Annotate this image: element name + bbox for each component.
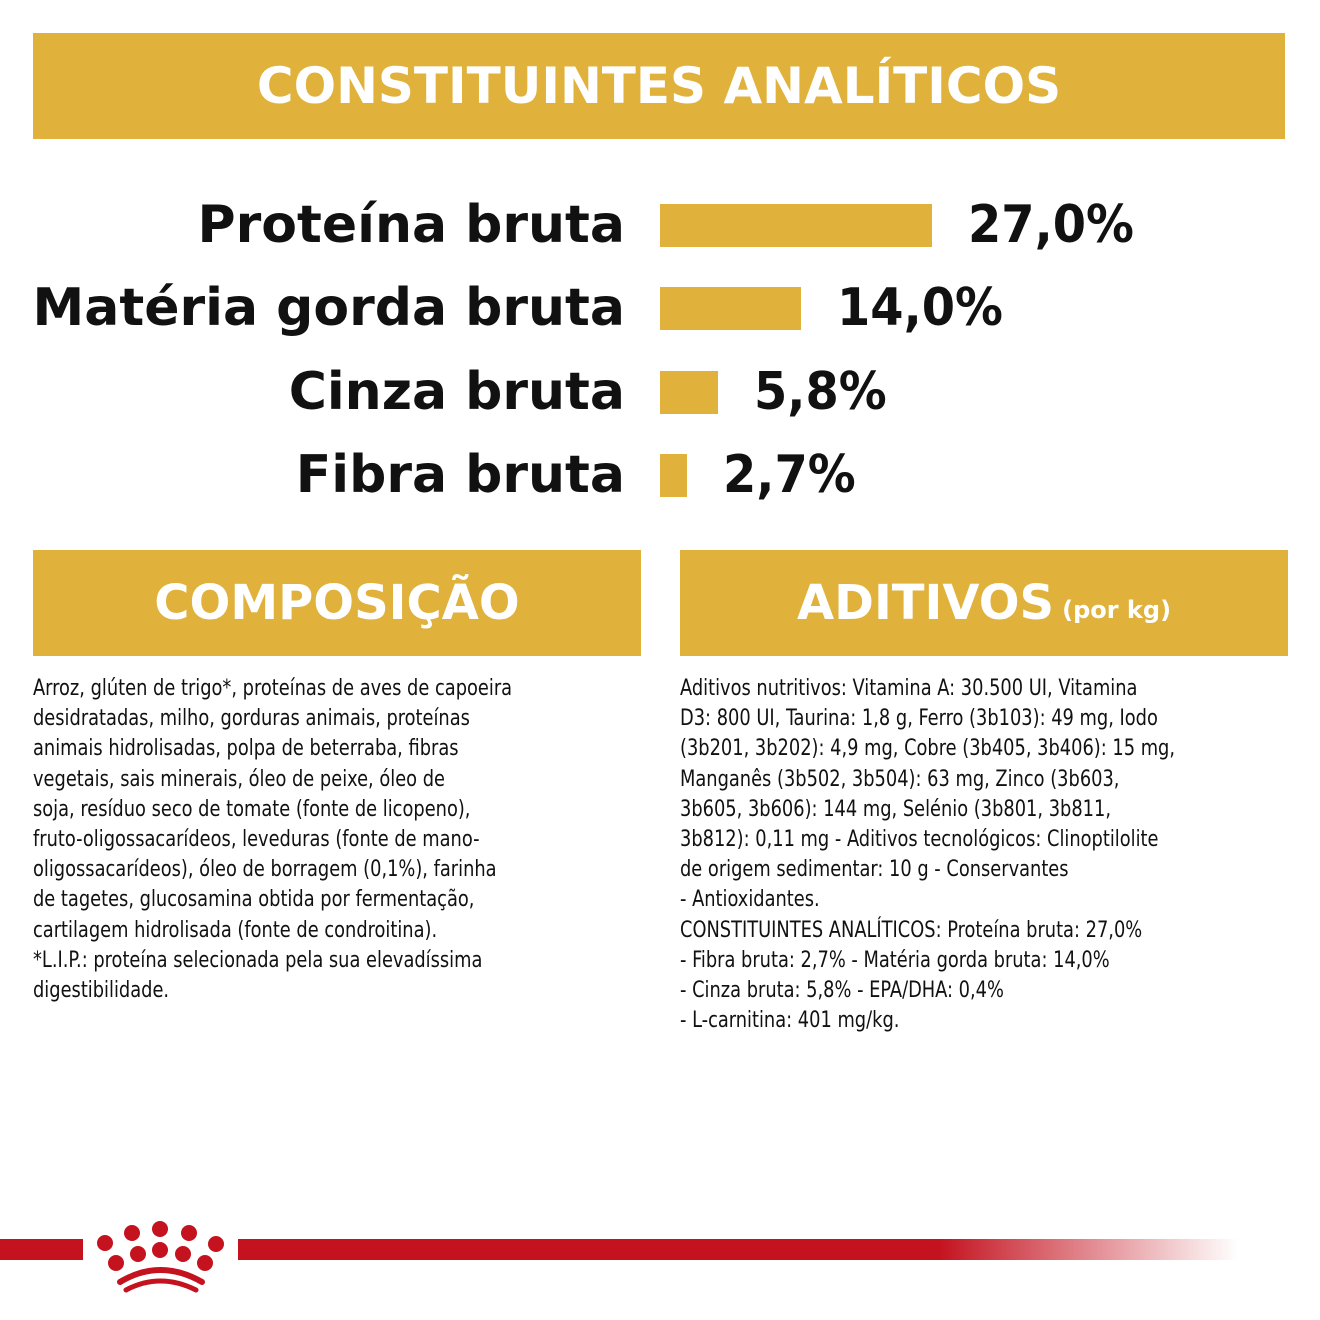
text-line: (3b201, 3b202): 4,9 mg, Cobre (3b405, 3b… bbox=[680, 736, 1176, 762]
text-line: D3: 800 UI, Taurina: 1,8 g, Ferro (3b103… bbox=[680, 706, 1158, 732]
text-line: de tagetes, glucosamina obtida por ferme… bbox=[33, 887, 475, 913]
text-line: CONSTITUINTES ANALÍTICOS: Proteína bruta… bbox=[680, 917, 1143, 943]
chart-row: Matéria gorda bruta 14,0% bbox=[0, 278, 1320, 338]
composition-header: COMPOSIÇÃO bbox=[33, 550, 641, 656]
text-line: de origem sedimentar: 10 g - Conservante… bbox=[680, 857, 1069, 883]
category-label: Cinza bruta bbox=[288, 362, 625, 422]
additives-subtitle: (por kg) bbox=[1062, 596, 1172, 624]
category-label: Proteína bruta bbox=[197, 195, 625, 255]
chart-row: Fibra bruta 2,7% bbox=[0, 445, 1320, 505]
text-line: 3b812): 0,11 mg - Aditivos tecnológicos:… bbox=[680, 827, 1159, 853]
text-line: fruto-oligossacarídeos, leveduras (fonte… bbox=[33, 827, 480, 853]
category-label: Fibra bruta bbox=[295, 445, 625, 505]
additives-title: ADITIVOS bbox=[796, 575, 1055, 631]
text-line: desidratadas, milho, gorduras animais, p… bbox=[33, 706, 470, 732]
value-label: 14,0% bbox=[836, 278, 1003, 338]
chart-row: Proteína bruta 27,0% bbox=[0, 195, 1320, 255]
header-title: CONSTITUINTES ANALÍTICOS bbox=[256, 57, 1062, 115]
value-label: 2,7% bbox=[723, 445, 856, 505]
bar bbox=[660, 204, 932, 247]
text-line: animais hidrolisadas, polpa de beterraba… bbox=[33, 736, 459, 762]
text-line: oligossacarídeos), óleo de borragem (0,1… bbox=[33, 857, 497, 883]
additives-text: Aditivos nutritivos: Vitamina A: 30.500 … bbox=[680, 674, 1175, 1036]
additives-header: ADITIVOS (por kg) bbox=[680, 550, 1288, 656]
text-line: Aditivos nutritivos: Vitamina A: 30.500 … bbox=[680, 676, 1138, 701]
value-label: 27,0% bbox=[967, 195, 1134, 255]
text-line: digestibilidade. bbox=[33, 978, 170, 1004]
text-line: - L-carnitina: 401 mg/kg. bbox=[680, 1008, 900, 1034]
royal-canin-logo-icon bbox=[0, 1221, 1238, 1293]
composition-text: Arroz, glúten de trigo*, proteínas de av… bbox=[33, 674, 512, 1006]
text-line: soja, resíduo seco de tomate (fonte de l… bbox=[33, 796, 471, 822]
text-line: Arroz, glúten de trigo*, proteínas de av… bbox=[33, 676, 513, 701]
value-label: 5,8% bbox=[754, 362, 888, 422]
composition-title: COMPOSIÇÃO bbox=[154, 575, 520, 631]
text-line: Manganês (3b502, 3b504): 63 mg, Zinco (3… bbox=[680, 766, 1120, 792]
text-line: *L.I.P.: proteína selecionada pela sua e… bbox=[33, 947, 483, 973]
text-line: 3b605, 3b606): 144 mg, Selénio (3b801, 3… bbox=[680, 796, 1112, 822]
text-line: - Fibra bruta: 2,7% - Matéria gorda brut… bbox=[680, 947, 1110, 973]
bar bbox=[660, 454, 688, 497]
text-line: - Antioxidantes. bbox=[680, 887, 820, 913]
category-label: Matéria gorda bruta bbox=[32, 278, 625, 338]
text-line: vegetais, sais minerais, óleo de peixe, … bbox=[33, 766, 446, 792]
text-line: - Cinza bruta: 5,8% - EPA/DHA: 0,4% bbox=[680, 978, 1004, 1004]
analytical-constituents-header: CONSTITUINTES ANALÍTICOS bbox=[33, 33, 1285, 139]
chart-row: Cinza bruta 5,8% bbox=[0, 362, 1320, 422]
bar bbox=[660, 371, 719, 414]
footer-brand-bar bbox=[0, 1200, 1320, 1300]
bar bbox=[660, 287, 801, 330]
text-line: cartilagem hidrolisada (fonte de condroi… bbox=[33, 917, 438, 943]
